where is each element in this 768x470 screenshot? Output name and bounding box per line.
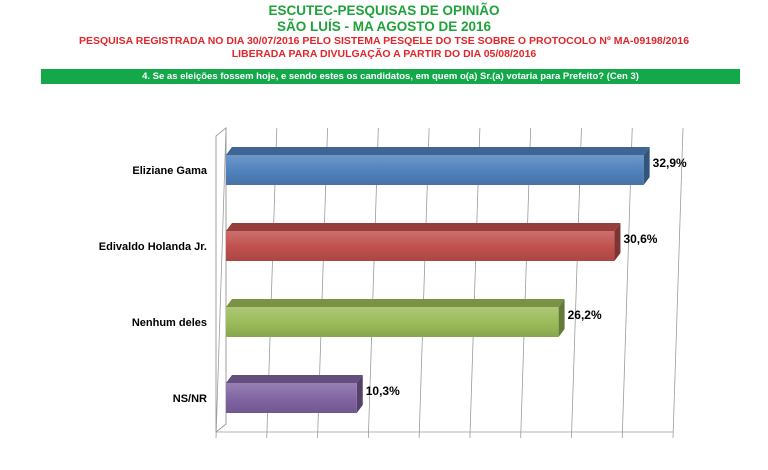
bar-value-label: 30,6% <box>623 232 657 246</box>
registration-line: PESQUISA REGISTRADA NO DIA 30/07/2016 PE… <box>78 35 690 47</box>
chart-bars <box>226 147 650 413</box>
report-title: ESCUTEC-PESQUISAS DE OPINIÃO <box>268 3 500 18</box>
value-labels: 32,9% 30,6% 26,2% 10,3% <box>366 156 687 398</box>
question-banner: 4. Se as eleições fossem hoje, e sendo e… <box>41 69 740 84</box>
category-label: Edivaldo Holanda Jr. <box>99 241 207 253</box>
bar-end-face <box>643 147 650 185</box>
bar <box>226 231 615 261</box>
bar-value-label: 32,9% <box>653 156 687 170</box>
bar-top-face <box>226 299 565 307</box>
bar-value-label: 26,2% <box>568 308 602 322</box>
bar-top-face <box>226 147 650 155</box>
bar-end-face <box>614 223 621 261</box>
bar <box>226 383 357 413</box>
bar-group <box>226 299 565 337</box>
bar <box>226 307 559 337</box>
report-subtitle: SÃO LUÍS - MA AGOSTO DE 2016 <box>276 19 492 34</box>
bar-top-face <box>226 223 621 231</box>
bar-group <box>226 375 363 413</box>
bar-group <box>226 147 650 185</box>
gridline <box>215 127 227 439</box>
category-labels: Eliziane Gama Edivaldo Holanda Jr. Nenhum … <box>99 165 208 405</box>
bar-group <box>226 223 621 261</box>
bar <box>226 155 644 185</box>
report-header: ESCUTEC-PESQUISAS DE OPINIÃO SÃO LUÍS - … <box>0 0 768 61</box>
category-label: Eliziane Gama <box>132 165 207 177</box>
bar-end-face <box>356 375 363 413</box>
gridline <box>672 127 684 439</box>
category-label: NS/NR <box>173 393 207 405</box>
bar-end-face <box>558 299 565 337</box>
release-line: LIBERADA PARA DIVULGAÇÃO A PARTIR DO DIA… <box>231 48 537 60</box>
category-label: Nenhum deles <box>132 317 207 329</box>
bar-top-face <box>226 375 363 383</box>
bar-value-label: 10,3% <box>366 384 400 398</box>
